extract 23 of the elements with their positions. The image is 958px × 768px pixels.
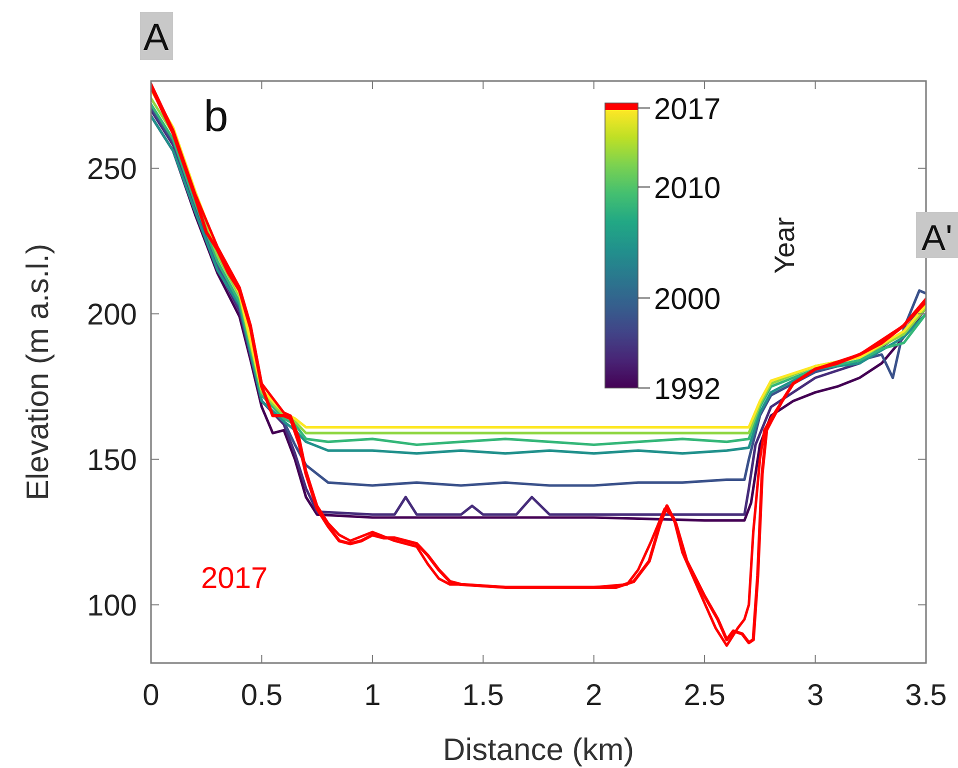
annotation: 2000: [654, 283, 721, 316]
annotation: A': [922, 217, 952, 258]
x-axis-title: Distance (km): [442, 732, 634, 767]
x-tick-label: 0.5: [240, 679, 283, 712]
x-tick-label: 1: [364, 679, 381, 712]
x-tick-label: 2.5: [684, 679, 726, 712]
text: 2017: [201, 562, 268, 595]
annotation: 1992: [654, 373, 721, 406]
x-tick-label: 3: [806, 679, 824, 712]
color-bar-title: Year: [769, 217, 800, 274]
x-tick-label: 2: [586, 679, 602, 712]
y-tick-label: 100: [86, 589, 137, 622]
y-tick-label: 150: [86, 444, 137, 477]
annotation: 2017: [654, 93, 721, 126]
y-tick-label: 250: [86, 152, 137, 186]
x-tick-label: 3.5: [905, 679, 947, 712]
x-tick-label: 1.5: [462, 679, 504, 712]
y-axis-title: Elevation (m a.s.l.): [20, 244, 55, 500]
annotation: b: [204, 92, 228, 141]
text: A: [143, 17, 170, 59]
y-tick-label: 200: [86, 298, 137, 332]
annotation: 2010: [654, 172, 721, 205]
x-tick-label: 0: [142, 679, 160, 712]
